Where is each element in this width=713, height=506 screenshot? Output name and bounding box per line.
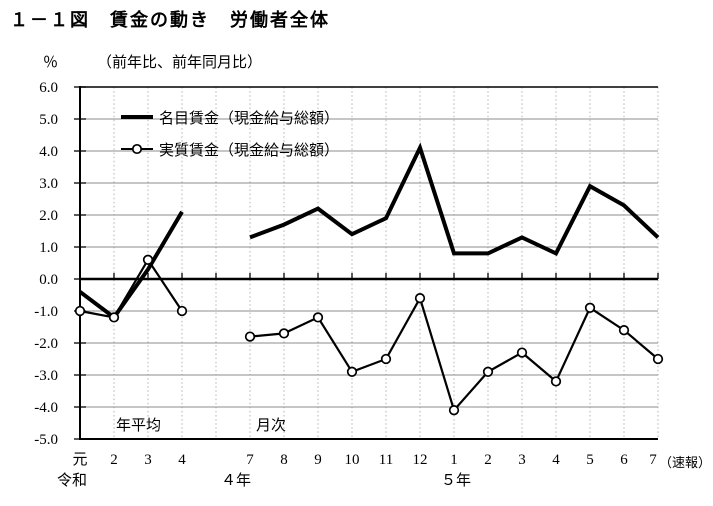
svg-text:7: 7 <box>246 452 254 468</box>
chart-legend: 名目賃金（現金給与総額） 実質賃金（現金給与総額） <box>120 106 339 170</box>
y-axis-tick-labels: 6.0 5.0 4.0 3.0 2.0 1.0 0.0 -1.0 -2.0 -3.0 -4.0 -5.… <box>34 80 58 448</box>
svg-text:-3.0: -3.0 <box>34 368 58 384</box>
year-label-5: ５年 <box>441 473 472 489</box>
svg-text:7: 7 <box>649 452 657 468</box>
svg-text:1: 1 <box>450 452 458 468</box>
year-label-4: ４年 <box>221 473 252 489</box>
horizontal-gridlines <box>80 118 658 408</box>
legend-item-real-wage: 実質賃金（現金給与総額） <box>120 138 339 160</box>
legend-label-nominal-wage: 名目賃金（現金給与総額） <box>159 110 340 127</box>
flash-report-label: （速報） <box>659 455 712 470</box>
real-wage-series <box>74 254 664 416</box>
y-axis-unit-label: ％ <box>43 55 59 71</box>
svg-text:3.0: 3.0 <box>39 176 58 192</box>
annual-average-section-label: 年平均 <box>116 418 162 434</box>
svg-text:11: 11 <box>379 452 393 468</box>
svg-text:10: 10 <box>345 452 360 468</box>
svg-text:-1.0: -1.0 <box>34 304 58 320</box>
svg-text:-5.0: -5.0 <box>34 432 58 448</box>
svg-text:5.0: 5.0 <box>39 112 58 128</box>
svg-text:6.0: 6.0 <box>39 80 58 96</box>
svg-text:4.0: 4.0 <box>39 144 58 160</box>
era-label-reiwa: 令和 <box>57 473 88 489</box>
legend-item-nominal-wage: 名目賃金（現金給与総額） <box>120 106 339 128</box>
legend-label-real-wage: 実質賃金（現金給与総額） <box>159 142 340 159</box>
svg-text:2.0: 2.0 <box>39 208 58 224</box>
svg-text:1.0: 1.0 <box>39 240 58 256</box>
svg-text:4: 4 <box>178 452 186 468</box>
thick-line-icon <box>121 115 153 119</box>
svg-text:-4.0: -4.0 <box>34 400 58 416</box>
svg-text:9: 9 <box>314 452 322 468</box>
svg-text:6: 6 <box>620 452 628 468</box>
page-title: １－１図 賃金の動き 労働者全体 <box>10 10 330 30</box>
zero-axis <box>79 273 659 281</box>
svg-text:12: 12 <box>413 452 428 468</box>
svg-text:2: 2 <box>484 452 492 468</box>
nominal-wage-series <box>78 142 660 321</box>
axis-note: （前年比、前年同月比） <box>97 55 263 71</box>
svg-text:5: 5 <box>586 452 594 468</box>
circle-line-icon <box>121 143 153 155</box>
svg-text:0.0: 0.0 <box>39 272 58 288</box>
vertical-gridlines <box>113 87 659 439</box>
svg-text:-2.0: -2.0 <box>34 336 58 352</box>
svg-text:3: 3 <box>144 452 152 468</box>
svg-text:4: 4 <box>552 452 560 468</box>
monthly-section-label: 月次 <box>256 418 287 434</box>
svg-text:3: 3 <box>518 452 526 468</box>
plot-frame <box>74 86 658 440</box>
svg-text:元: 元 <box>72 452 87 468</box>
svg-text:2: 2 <box>110 452 118 468</box>
svg-text:8: 8 <box>280 452 288 468</box>
x-axis-tick-labels: 元 2 3 4 7 8 9 10 11 12 1 2 3 4 5 6 7 <box>72 452 657 468</box>
